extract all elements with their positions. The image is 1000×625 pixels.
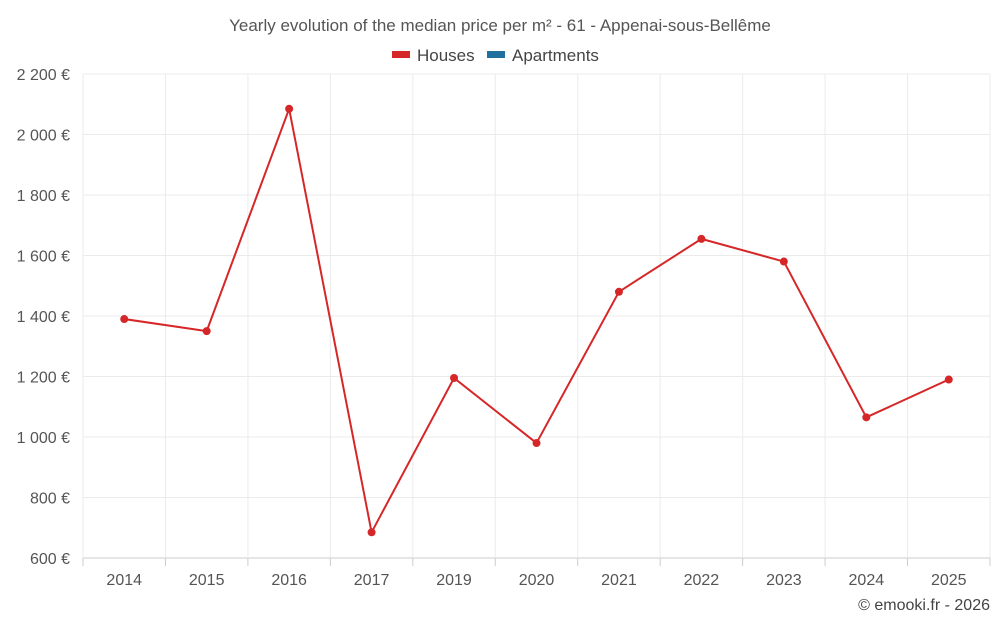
y-tick-label: 2 200 € <box>17 67 70 84</box>
x-tick-label: 2014 <box>106 572 142 589</box>
data-point[interactable] <box>614 287 623 296</box>
data-point[interactable] <box>367 528 376 537</box>
y-tick-label: 1 600 € <box>17 249 70 266</box>
y-tick-label: 1 000 € <box>17 430 70 447</box>
x-tick-label: 2015 <box>189 572 225 589</box>
x-tick-label: 2022 <box>684 572 720 589</box>
x-axis-ticks: 2014 2015 2016 2017 2019 2020 2021 2022 2023 2024… <box>106 572 966 589</box>
y-tick-label: 1 400 € <box>17 309 70 326</box>
data-point[interactable] <box>120 315 129 324</box>
y-tick-label: 600 € <box>30 551 70 568</box>
legend-swatch-apartments[interactable] <box>487 51 505 58</box>
data-point[interactable] <box>697 234 706 243</box>
data-point[interactable] <box>450 374 459 383</box>
legend-label-houses[interactable]: Houses <box>417 46 475 65</box>
data-point[interactable] <box>532 439 541 448</box>
y-tick-label: 1 800 € <box>17 188 70 205</box>
x-tick-label: 2024 <box>849 572 885 589</box>
legend: Houses Apartments <box>392 46 599 65</box>
chart-title: Yearly evolution of the median price per… <box>229 16 771 35</box>
gridlines <box>82 73 991 566</box>
y-tick-label: 1 200 € <box>17 370 70 387</box>
data-point[interactable] <box>862 413 871 422</box>
x-tick-label: 2016 <box>271 572 307 589</box>
data-point[interactable] <box>202 327 211 336</box>
legend-swatch-houses[interactable] <box>392 51 410 58</box>
legend-label-apartments[interactable]: Apartments <box>512 46 599 65</box>
x-tick-label: 2019 <box>436 572 472 589</box>
y-axis-ticks: 2 200 € 2 000 € 1 800 € 1 600 € 1 400 € 1 200… <box>17 67 70 568</box>
data-point[interactable] <box>944 375 953 384</box>
x-tick-label: 2021 <box>601 572 637 589</box>
y-tick-label: 2 000 € <box>17 128 70 145</box>
y-tick-label: 800 € <box>30 491 70 508</box>
x-tick-label: 2017 <box>354 572 390 589</box>
data-point[interactable] <box>285 104 294 113</box>
series-houses <box>120 104 953 537</box>
data-point[interactable] <box>779 257 788 266</box>
x-tick-label: 2025 <box>931 572 967 589</box>
x-tick-label: 2023 <box>766 572 802 589</box>
x-tick-label: 2020 <box>519 572 555 589</box>
credit-text: © emooki.fr - 2026 <box>858 597 990 614</box>
